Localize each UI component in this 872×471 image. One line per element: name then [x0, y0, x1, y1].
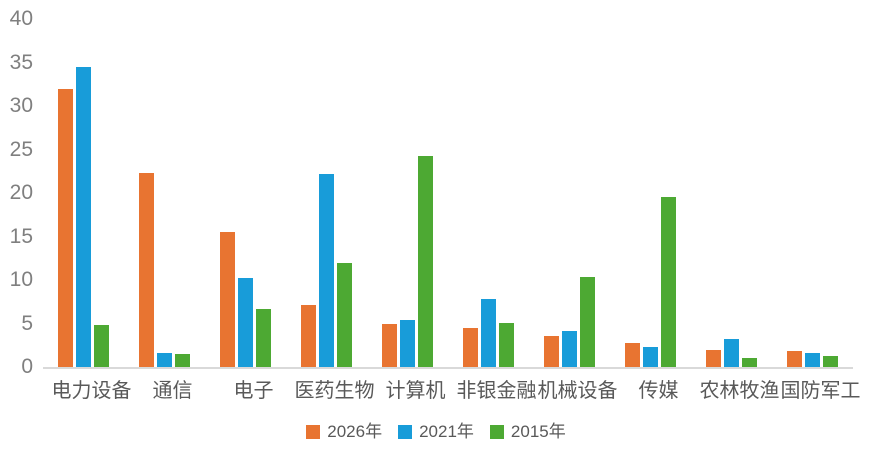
bar-2021年 — [562, 331, 577, 367]
legend-item: 2026年 — [306, 423, 382, 441]
bar-2026年 — [463, 328, 478, 367]
category-label: 计算机 — [385, 380, 446, 402]
bar-group — [286, 19, 367, 367]
legend-label: 2026年 — [327, 422, 383, 441]
y-tick-label: 5 — [21, 311, 33, 335]
bar-2021年 — [157, 353, 172, 367]
bar-2021年 — [724, 339, 739, 367]
bar-2015年 — [94, 325, 109, 367]
bar-2026年 — [139, 173, 154, 367]
bar-2026年 — [787, 351, 802, 367]
bar-2015年 — [175, 354, 190, 367]
legend-label: 2021年 — [419, 422, 474, 441]
bar-group — [772, 19, 853, 367]
y-axis: 40 35 30 25 20 15 10 5 0 — [0, 0, 36, 471]
bar-2015年 — [256, 309, 271, 367]
category-label: 非银金融 — [456, 380, 537, 402]
bar-2021年 — [319, 174, 334, 367]
legend: 2026年 2021年 2015年 — [0, 423, 872, 441]
category-label: 电子 — [233, 380, 274, 402]
bar-2026年 — [544, 336, 559, 367]
x-axis: 电力设备 通信 电子 医药生物 计算机 非银金融 机械设备 传媒 农林牧渔 国防军工 — [51, 379, 861, 403]
bar-group — [124, 19, 205, 367]
category-label: 传媒 — [638, 380, 679, 402]
bar-2015年 — [823, 356, 838, 367]
bar-2015年 — [580, 277, 595, 367]
legend-swatch-icon — [398, 425, 413, 439]
bar-group — [367, 19, 448, 367]
bar-2021年 — [481, 299, 496, 367]
bar-2021年 — [76, 67, 91, 367]
category-label: 医药生物 — [294, 380, 375, 402]
bar-group — [610, 19, 691, 367]
bar-2021年 — [400, 320, 415, 367]
bar-2026年 — [625, 343, 640, 367]
plot-area — [43, 19, 853, 369]
category-label: 国防军工 — [780, 380, 861, 402]
bar-group — [691, 19, 772, 367]
bar-2026年 — [301, 305, 316, 367]
legend-item: 2015年 — [489, 422, 566, 441]
y-tick-label: 20 — [9, 181, 33, 204]
bar-2015年 — [499, 323, 514, 367]
legend-label: 2015年 — [510, 422, 566, 441]
bar-2021年 — [643, 347, 658, 367]
bar-2015年 — [337, 263, 352, 367]
y-tick-label: 40 — [9, 7, 33, 30]
y-tick-label: 15 — [9, 224, 33, 248]
category-label: 农林牧渔 — [699, 380, 780, 402]
y-tick-label: 10 — [9, 268, 33, 291]
bar-2026年 — [220, 232, 235, 367]
bar-group — [205, 19, 286, 367]
bar-group — [529, 19, 610, 367]
y-tick-label: 35 — [9, 50, 33, 74]
bar-2015年 — [661, 197, 676, 367]
bar-group — [43, 19, 124, 367]
y-tick-label: 0 — [21, 355, 33, 378]
category-label: 通信 — [152, 380, 193, 402]
bar-2026年 — [58, 89, 73, 367]
y-tick-label: 25 — [9, 137, 33, 161]
bar-group — [448, 19, 529, 367]
legend-item: 2021年 — [398, 423, 474, 441]
category-label: 机械设备 — [537, 380, 618, 402]
bar-2026年 — [382, 324, 397, 367]
bar-2015年 — [742, 358, 757, 367]
legend-swatch-icon — [489, 425, 504, 439]
category-label: 电力设备 — [51, 380, 132, 402]
bar-2021年 — [805, 353, 820, 367]
legend-swatch-icon — [306, 425, 321, 439]
bar-2015年 — [418, 156, 433, 367]
y-tick-label: 30 — [9, 94, 33, 117]
bar-2026年 — [706, 350, 721, 367]
bar-2021年 — [238, 278, 253, 367]
